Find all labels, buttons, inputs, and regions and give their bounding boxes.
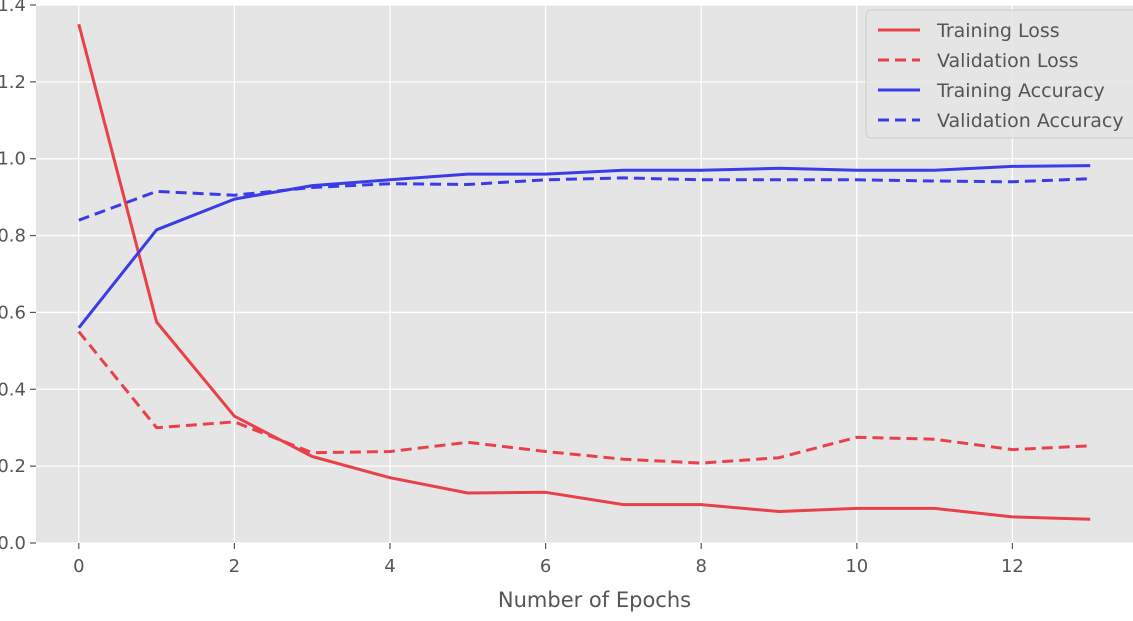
legend-label: Training Loss [936,20,1060,42]
y-tick-label: 0.2 [0,456,26,477]
y-tick-label: 0.4 [0,379,26,400]
x-axis-ticks: 0 2 4 6 8 10 12 [73,543,1024,577]
x-tick-label: 2 [229,556,240,577]
x-tick-label: 10 [845,556,868,577]
x-axis-label: Number of Epochs [498,588,691,612]
x-tick-label: 6 [540,556,551,577]
legend-label: Validation Loss [937,50,1079,72]
x-tick-label: 4 [384,556,395,577]
legend: Training Loss Validation Loss Training Acc… [865,9,1133,139]
legend-frame [865,9,1133,139]
y-tick-label: 0.0 [0,533,26,554]
series-line-2 [77,164,1091,329]
x-tick-label: 12 [1001,556,1024,577]
y-tick-label: 0.6 [0,302,26,323]
y-tick-label: 1.2 [0,72,26,93]
x-tick-label: 0 [73,556,84,577]
legend-label: Training Accuracy [936,80,1105,102]
y-tick-label: 0.8 [0,226,26,247]
grid [36,4,1133,544]
series-lines [77,23,1091,521]
y-axis-ticks: 0.0 0.2 0.4 0.6 0.8 1.0 1.2 1.4 [0,0,36,554]
legend-label: Validation Accuracy [937,110,1124,132]
y-tick-label: 1.0 [0,149,26,170]
series-line-0 [77,23,1091,521]
x-tick-label: 8 [695,556,706,577]
series-line-3 [78,176,1091,222]
y-tick-label: 1.4 [0,0,26,16]
